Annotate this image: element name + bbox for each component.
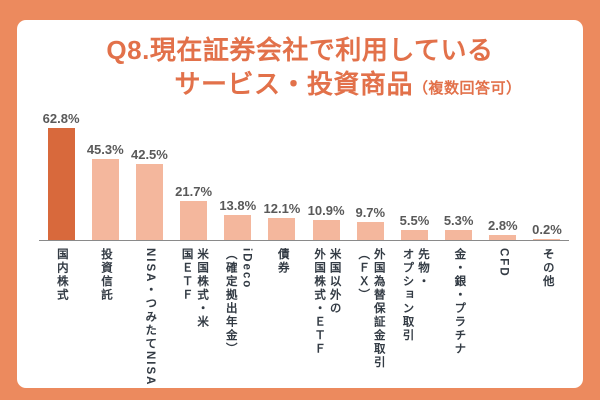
bar-value-label: 42.5%: [130, 146, 168, 162]
chart-card: Q8.現在証券会社で利用している サービス・投資商品（複数回答可） 62.8% …: [17, 20, 583, 388]
bar-chart: 62.8% 45.3% 42.5% 21.7% 13.8% 12.1% 10.9…: [39, 109, 569, 388]
bar-value-label: 10.9%: [307, 203, 345, 219]
chart-title-line2-main: サービス・投資商品: [174, 69, 413, 100]
bar: [224, 215, 252, 240]
category-label: 投資信託: [100, 247, 113, 302]
bar-value-label: 2.8%: [487, 217, 518, 233]
category-label: 金・銀・プラチナ: [453, 247, 466, 356]
chart-title: Q8.現在証券会社で利用している サービス・投資商品（複数回答可）: [17, 33, 583, 102]
category-label-slot: NISA・つみたてNISA: [127, 248, 171, 388]
category-label: NISA・つみたてNISA: [144, 247, 157, 387]
bar-column: 5.5%: [392, 213, 436, 240]
bars-row: 62.8% 45.3% 42.5% 21.7% 13.8% 12.1% 10.9…: [39, 109, 569, 240]
chart-title-line1: Q8.現在証券会社で利用している: [106, 35, 494, 65]
bar: [400, 229, 428, 240]
bar: [312, 220, 340, 240]
bar-column: 45.3%: [83, 142, 127, 240]
bar-value-label: 5.3%: [443, 213, 474, 229]
chart-title-line2: サービス・投資商品（複数回答可）: [113, 67, 583, 101]
bar: [47, 127, 75, 240]
category-label-slot: iDeco （確定拠出年金）: [216, 248, 260, 388]
category-label-slot: 債券: [260, 248, 304, 388]
bar: [489, 234, 517, 240]
bar-value-label: 0.2%: [532, 222, 562, 238]
bar-column: 9.7%: [348, 205, 392, 240]
bar-value-label: 12.1%: [263, 201, 301, 217]
category-label-slot: その他: [525, 248, 569, 388]
bar: [135, 163, 163, 240]
bar: [91, 159, 119, 240]
bar-column: 10.9%: [304, 203, 348, 240]
category-label-slot: 外国為替保証金取引 （ＦＸ）: [348, 248, 392, 388]
category-label: 先物・ オプション取引: [401, 247, 429, 343]
bar-value-label: 45.3%: [86, 142, 124, 157]
bar-value-label: 5.5%: [399, 212, 430, 228]
category-label: CFD: [497, 247, 510, 278]
chart-title-note: （複数回答可）: [413, 80, 522, 98]
x-axis-line: [39, 239, 569, 241]
category-label-slot: 米国以外の 外国株式・ＥＴＦ: [304, 248, 348, 388]
category-label-slot: 投資信託: [83, 248, 127, 388]
category-label-slot: 金・銀・プラチナ: [437, 248, 481, 388]
bar: [180, 201, 208, 240]
bar-column: 13.8%: [216, 198, 260, 240]
category-label-slot: 国内株式: [39, 248, 83, 388]
bar-value-label: 9.7%: [355, 205, 386, 221]
bar: [445, 230, 473, 240]
bar-column: 21.7%: [172, 184, 216, 240]
bar-value-label: 13.8%: [219, 198, 257, 214]
category-label: iDeco （確定拠出年金）: [224, 247, 253, 356]
category-label: 米国株式・米 国ＥＴＦ: [180, 247, 209, 329]
bar: [356, 222, 384, 240]
category-label-slot: 米国株式・米 国ＥＴＦ: [172, 248, 216, 388]
bar-column: 0.2%: [525, 222, 569, 240]
bar-column: 5.3%: [437, 213, 481, 240]
category-label: 外国為替保証金取引 （ＦＸ）: [357, 247, 385, 370]
category-label: 米国以外の 外国株式・ＥＴＦ: [313, 247, 341, 356]
bar-column: 42.5%: [127, 147, 171, 240]
bar-value-label: 62.8%: [42, 110, 80, 126]
category-label: 国内株式: [55, 247, 68, 302]
category-label-slot: 先物・ オプション取引: [392, 248, 436, 388]
category-label: その他: [541, 247, 554, 289]
bar-column: 2.8%: [481, 218, 525, 240]
category-label-slot: CFD: [481, 248, 525, 388]
category-labels-row: 国内株式 投資信託 NISA・つみたてNISA 米国株式・米 国ＥＴＦ iDec…: [39, 248, 569, 388]
bar-value-label: 21.7%: [175, 184, 213, 199]
category-label: 債券: [276, 247, 289, 275]
bar: [268, 218, 296, 240]
bar-column: 12.1%: [260, 201, 304, 240]
bar-column: 62.8%: [39, 111, 83, 240]
